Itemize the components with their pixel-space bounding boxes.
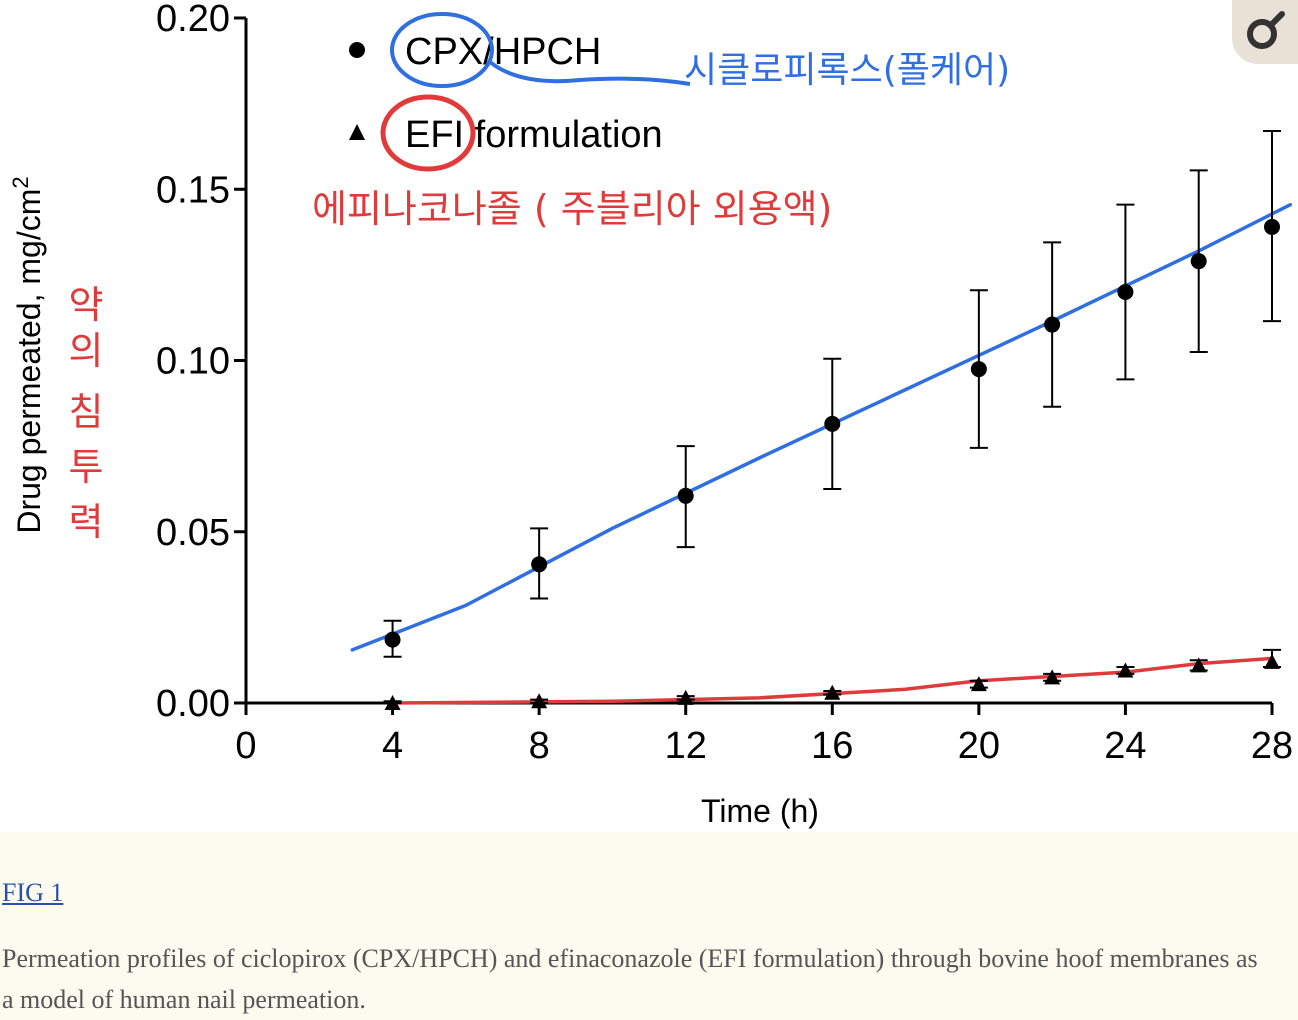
y-axis-korean-char: 력 <box>69 500 104 544</box>
cpx-underline-annotation <box>488 60 691 86</box>
y-axis-korean-note-2: 침투력 <box>69 390 104 544</box>
figure-caption: Permeation profiles of ciclopirox (CPX/H… <box>2 944 1258 1014</box>
x-tick-label: 24 <box>1104 725 1146 767</box>
efi-data-point <box>970 676 987 692</box>
cpx-data-point <box>1190 253 1207 270</box>
legend-cpx-marker <box>349 42 365 58</box>
efi-data-point <box>1190 657 1207 673</box>
magnifier-icon <box>1247 11 1285 49</box>
magnifier-button[interactable] <box>1232 0 1298 64</box>
efi-korean-note: 에피나코나졸 ( 주블리아 외용액) <box>312 187 832 231</box>
cpx-data-point <box>1117 284 1134 300</box>
x-tick-label: 12 <box>665 725 707 767</box>
x-tick-label: 28 <box>1251 725 1293 767</box>
annotation-trend-line-2 <box>390 656 1274 705</box>
chart-plot: 0 4 8 12 16 20 24 28 0.00 0.05 0.10 0.15 0.20 Time (… <box>8 0 1293 829</box>
efi-data-point <box>677 689 694 705</box>
x-tick-label: 20 <box>958 725 1000 767</box>
axes: 0 4 8 12 16 20 24 28 0.00 0.05 0.10 0.15 0.20 <box>156 0 1293 767</box>
legend-cpx-label: CPX/HPCH <box>405 31 601 73</box>
legend-efi-label: EFI formulation <box>405 114 663 156</box>
x-tick-label: 16 <box>811 725 853 767</box>
cpx-circle-annotation <box>390 12 494 88</box>
annotation-trend-line-1 <box>350 202 1293 652</box>
efi-data-point <box>1117 662 1134 678</box>
cpx-data-point <box>824 415 841 432</box>
x-axis-label: Time (h) <box>701 793 819 829</box>
cpx-data-point <box>531 556 548 573</box>
legend: CPX/HPCH EFI formulation <box>349 31 663 156</box>
cpx-data-point <box>1264 218 1280 235</box>
y-tick-label: 0.20 <box>156 0 230 40</box>
efi-data-point <box>824 684 841 700</box>
efi-data-point <box>1044 669 1061 685</box>
y-axis-korean-char: 침 <box>69 390 104 434</box>
chart-area: 0 4 8 12 16 20 24 28 0.00 0.05 0.10 0.15 0.20 Time (… <box>0 0 1298 832</box>
cpx-data-point <box>677 487 694 504</box>
cpx-data-point <box>1044 316 1061 333</box>
x-tick-label: 0 <box>235 725 256 767</box>
y-tick-label: 0.15 <box>156 169 230 211</box>
cpx-data-point <box>970 361 987 378</box>
cpx-korean-note: 시클로피록스(폴케어) <box>684 50 1010 91</box>
efi-data-point <box>1264 653 1280 669</box>
y-axis-label: Drug permeated, mg/cm2 <box>8 176 47 533</box>
figure-link[interactable]: FIG 1 <box>2 878 64 907</box>
legend-efi-marker <box>349 124 365 140</box>
y-tick-label: 0.05 <box>156 512 230 554</box>
efi-data-point <box>384 695 401 710</box>
efi-circle-annotation <box>380 94 476 172</box>
annotation-lines <box>350 202 1293 705</box>
x-tick-label: 4 <box>382 725 403 767</box>
efi-data-point <box>531 693 548 709</box>
y-tick-label: 0.10 <box>156 341 230 383</box>
x-tick-label: 8 <box>529 725 550 767</box>
cpx-data-point <box>384 631 401 648</box>
y-axis-korean-char: 투 <box>69 445 104 489</box>
data-markers <box>384 218 1280 710</box>
y-tick-label: 0.00 <box>156 683 230 725</box>
